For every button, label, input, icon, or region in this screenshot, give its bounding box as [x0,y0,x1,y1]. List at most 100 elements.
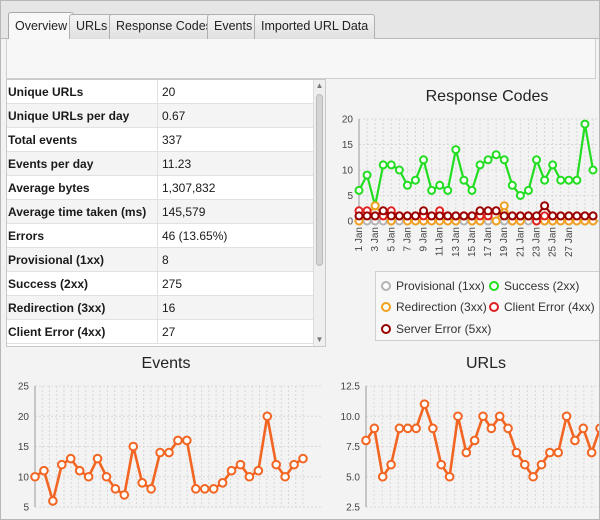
row-key: Average bytes [8,176,158,200]
table-row[interactable]: Average bytes 1,307,832 [7,176,315,200]
data-point [444,471,455,482]
data-point [402,180,412,190]
row-value: 275 [162,277,183,291]
data-point [486,423,497,434]
data-point [548,211,558,221]
data-point [146,484,156,494]
data-point [191,484,201,494]
data-point [570,435,580,446]
data-point [394,165,404,175]
data-point [451,145,461,155]
data-point [386,160,396,170]
data-point [528,471,538,482]
tab-events[interactable]: Events [207,14,260,39]
data-point [235,459,246,470]
x-tick-label: 19 Jan [499,227,510,257]
data-point [370,201,380,211]
y-tick-label: 7.5 [346,442,360,453]
table-row[interactable]: Events per day 11.23 [7,152,315,176]
y-tick-label: 5 [23,503,29,514]
scroll-up-icon[interactable]: ▲ [315,81,324,90]
legend-marker-icon [489,302,499,312]
data-point [467,211,477,221]
response-codes-chart-title: Response Codes [425,88,549,105]
row-key: Client Error (4xx) [8,320,158,344]
data-point [110,484,121,494]
x-tick-label: 21 Jan [515,227,526,257]
table-row[interactable]: Average time taken (ms) 145,579 [7,200,315,224]
y-tick-label: 20 [18,412,30,423]
row-value: 46 (13.65%) [162,229,228,243]
data-point [494,411,505,422]
data-point [491,150,501,160]
data-point [289,459,299,470]
data-point [173,435,183,446]
data-point [540,201,550,211]
row-key: Redirection (3xx) [8,296,158,320]
data-point [453,411,463,422]
tab-response-codes[interactable]: Response Codes [109,14,219,39]
row-key: Unique URLs [8,80,158,104]
urls-chart: 2.5 5.0 7.5 10.0 12.5 [341,382,599,514]
x-tick-label: 27 Jan [564,227,575,257]
legend-label: Redirection (3xx) [396,300,487,314]
tab-overview[interactable]: Overview [8,12,75,40]
data-point [443,211,453,221]
data-point [491,206,501,216]
table-row[interactable]: Success (2xx) 275 [7,272,315,296]
table-row[interactable]: Redirection (3xx) 16 [7,296,315,320]
x-tick-label: 17 Jan [483,227,494,257]
y-tick-label: 2.5 [346,503,360,514]
data-point [572,211,582,221]
table-row[interactable]: Client Error (4xx) 27 [7,320,315,344]
data-point [483,155,493,165]
data-point [519,459,530,470]
data-point [435,180,445,190]
data-point [370,211,380,221]
row-value: 11.23 [162,157,192,171]
data-point [595,423,599,434]
data-point [572,175,582,185]
data-point [410,211,420,221]
legend-marker-icon [489,281,499,291]
table-scrollbar[interactable]: ▲ ▼ [313,80,325,346]
data-point [556,211,566,221]
data-point [354,185,364,195]
row-value: 0.67 [162,109,186,123]
data-point [578,423,589,434]
data-point [436,459,447,470]
y-tick-label: 5 [347,191,353,202]
x-tick-label: 11 Jan [435,227,446,256]
scroll-down-icon[interactable]: ▼ [315,335,324,344]
data-point [280,471,290,482]
data-point [271,459,282,470]
data-point [428,423,438,434]
data-point [48,496,58,506]
data-point [253,465,264,476]
data-point [65,453,76,464]
tab-imported-url-data[interactable]: Imported URL Data [254,14,376,39]
table-row[interactable]: Total events 337 [7,128,315,152]
data-point [483,206,493,216]
table-row[interactable]: Unique URLs per day 0.67 [7,104,315,128]
data-point [128,441,139,452]
data-point [507,211,517,221]
tab-urls[interactable]: URLs [69,14,115,39]
data-point [523,211,533,221]
scrollbar-thumb[interactable] [316,94,323,266]
data-point [459,175,469,185]
y-tick-label: 15 [18,442,30,453]
x-tick-label: 15 Jan [467,227,478,257]
table-row[interactable]: Provisional (1xx) 8 [7,248,315,272]
data-point [410,175,420,185]
legend-label: Success (2xx) [504,279,580,293]
data-point [532,211,542,221]
table-row[interactable]: Errors 46 (13.65%) [7,224,315,248]
data-point [467,185,477,195]
table-row[interactable]: Unique URLs 20 [7,80,315,104]
data-point [459,211,469,221]
data-point [561,411,572,422]
x-tick-label: 23 Jan [532,227,543,257]
legend-marker-icon [381,302,391,312]
